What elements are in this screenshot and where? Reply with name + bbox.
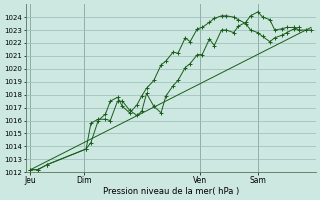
X-axis label: Pression niveau de la mer( hPa ): Pression niveau de la mer( hPa ) bbox=[103, 187, 239, 196]
